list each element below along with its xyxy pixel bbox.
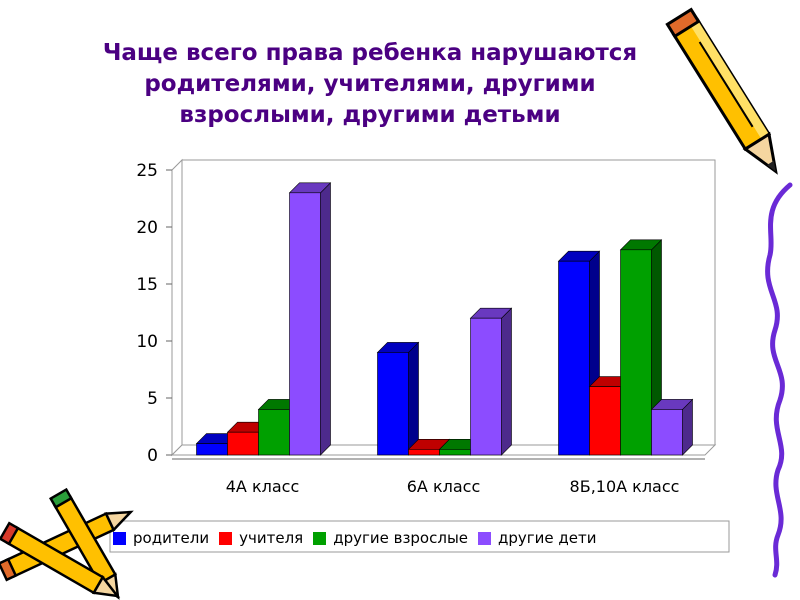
- y-tick-label: 5: [147, 389, 158, 409]
- bar-front: [589, 386, 621, 456]
- chart-side-wall: [171, 158, 183, 457]
- legend-label-other-adults: другие взрослые: [333, 529, 469, 547]
- legend-item-other-children: другие дети: [478, 529, 597, 547]
- bar-front: [258, 409, 290, 456]
- y-tick-label: 10: [136, 332, 158, 352]
- y-tick-label: 15: [136, 275, 158, 295]
- x-tick-label: 4А класс: [226, 477, 300, 496]
- slide-title: Чаще всего права ребенка нарушаются роди…: [40, 38, 700, 131]
- bar-другие-дети-0: [288, 182, 332, 456]
- bar-front: [620, 249, 652, 456]
- chart-legend: родители учителя другие взрослые другие …: [113, 529, 607, 547]
- bar-родители-1: [376, 341, 420, 456]
- x-axis: 4А класс 6А класс 8Б,10А класс: [172, 458, 705, 496]
- legend-swatch-parents: [113, 531, 126, 545]
- legend-item-teachers: учителя: [219, 529, 303, 547]
- y-tick-label: 20: [136, 218, 158, 238]
- legend-box: [109, 520, 730, 553]
- y-tick-label: 0: [147, 446, 158, 466]
- legend-item-other-adults: другие взрослые: [313, 529, 468, 547]
- bar-другие-дети-1: [469, 307, 513, 456]
- x-tick-label: 6А класс: [407, 477, 481, 496]
- chart-bars: [195, 182, 694, 456]
- x-tick-label: 8Б,10А класс: [570, 477, 680, 496]
- title-line-2: родителями, учителями, другими: [144, 71, 596, 97]
- title-line-3: взрослыми, другими детьми: [179, 102, 561, 128]
- bar-другие-взрослые-2: [619, 239, 663, 456]
- legend-swatch-teachers: [219, 531, 233, 545]
- bar-front: [227, 431, 259, 456]
- bar-front: [558, 260, 590, 456]
- bar-родители-2: [557, 250, 601, 456]
- legend-label-parents: родители: [133, 529, 210, 547]
- bar-front: [196, 443, 228, 456]
- y-tick-label: 25: [136, 161, 158, 181]
- legend-label-teachers: учителя: [239, 529, 304, 547]
- bar-front: [289, 192, 321, 456]
- bar-front: [377, 352, 409, 456]
- bar-side: [408, 341, 419, 456]
- y-axis: 0 5 10 15 20 25: [136, 161, 172, 466]
- bar-front: [408, 448, 440, 456]
- bar-front: [651, 409, 683, 456]
- legend-swatch-other-children: [478, 531, 492, 545]
- bar-другие-дети-2: [650, 398, 694, 456]
- bar-side: [501, 307, 512, 456]
- legend-item-parents: родители: [113, 529, 209, 547]
- legend-label-other-children: другие дети: [498, 529, 597, 547]
- bar-front: [439, 448, 471, 456]
- legend-swatch-other-adults: [313, 531, 327, 545]
- bar-side: [320, 182, 331, 456]
- title-line-1: Чаще всего права ребенка нарушаются: [102, 40, 638, 66]
- bar-front: [470, 317, 502, 456]
